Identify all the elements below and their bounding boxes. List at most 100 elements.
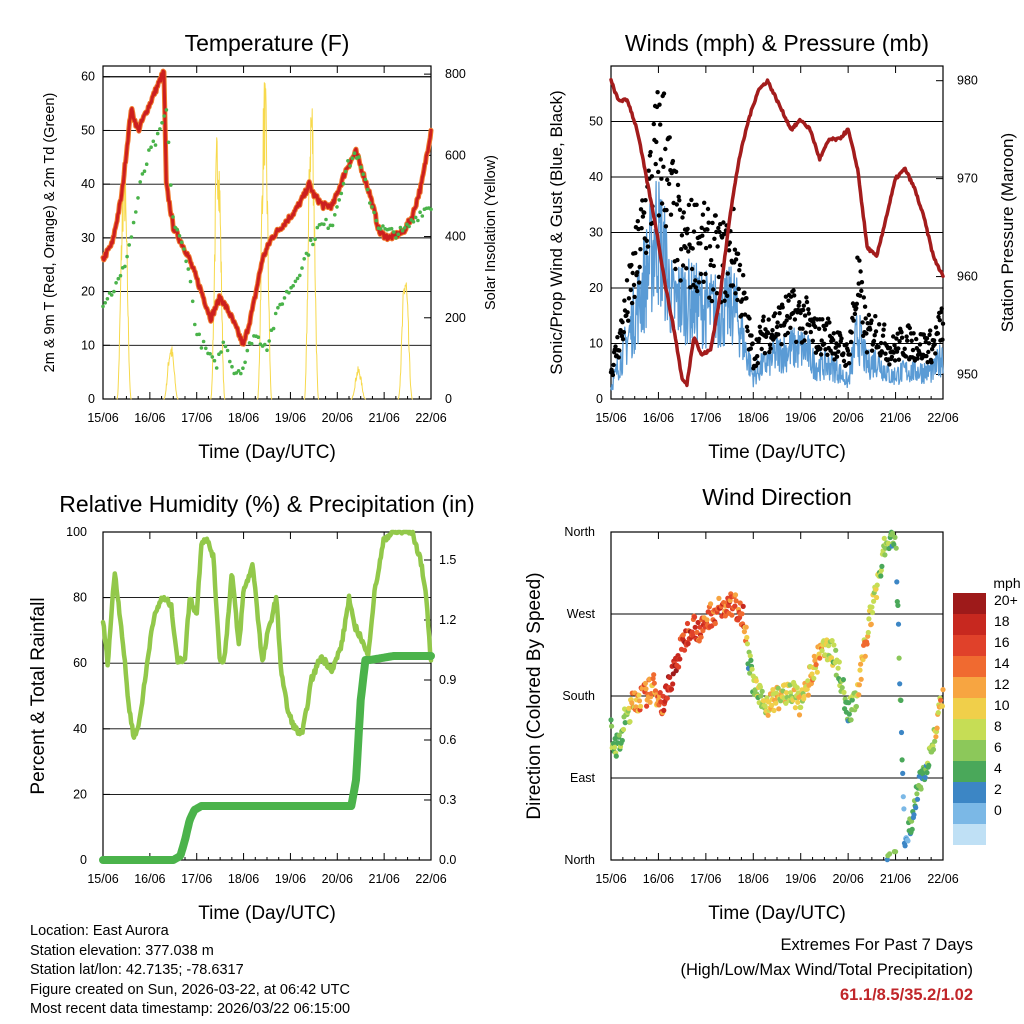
wind-direction-point bbox=[899, 757, 905, 763]
extremes-title: Extremes For Past 7 Days bbox=[780, 936, 973, 954]
wind-gust-point bbox=[717, 229, 722, 235]
wind-gust-point bbox=[894, 336, 899, 341]
wind-gust-point bbox=[686, 202, 692, 208]
wind-direction-point bbox=[783, 690, 790, 696]
wind-gust-point bbox=[887, 362, 892, 367]
wind-direction-point bbox=[749, 666, 755, 672]
speed-legend-label: 20+ bbox=[994, 592, 1018, 608]
wind-gust-point bbox=[643, 198, 648, 203]
wind-gust-point bbox=[733, 291, 738, 296]
wind-direction-point bbox=[856, 682, 863, 688]
wind-gust-point bbox=[711, 287, 716, 292]
wind-gust-point bbox=[784, 318, 789, 323]
wind-gust-point bbox=[722, 298, 727, 303]
rh-y2tick-label: 0.0 bbox=[439, 853, 456, 867]
wind-gust-point bbox=[818, 352, 824, 357]
wind-gust-point bbox=[786, 298, 791, 303]
temp-ytick-label: 60 bbox=[81, 70, 95, 84]
extremes-values: 61.1/8.5/35.2/1.02 bbox=[839, 986, 973, 1004]
dewpoint-point bbox=[112, 289, 116, 294]
speed-legend-swatch bbox=[953, 698, 986, 719]
wind-gust-point bbox=[765, 330, 771, 336]
speed-legend-swatch bbox=[953, 761, 986, 782]
wind-direction-point bbox=[914, 796, 921, 802]
rh-xtick-label: 17/06 bbox=[181, 872, 212, 886]
wind-gust-point bbox=[733, 257, 739, 262]
speed-legend-label: 16 bbox=[994, 634, 1010, 650]
wind-gust-point bbox=[808, 329, 813, 335]
wind-gust-point bbox=[661, 91, 667, 96]
wind-direction-point bbox=[801, 693, 807, 699]
wind-gust-point bbox=[703, 271, 708, 277]
wind-direction-point bbox=[778, 698, 784, 704]
wind-gust-point bbox=[670, 158, 676, 164]
dewpoint-point bbox=[293, 279, 298, 284]
dewpoint-point bbox=[381, 224, 385, 228]
wind-direction-point bbox=[932, 738, 938, 744]
wind-gust-point bbox=[804, 295, 809, 300]
wind-gust-point bbox=[616, 355, 621, 360]
wind-gust-point bbox=[769, 332, 775, 337]
wind-direction-point bbox=[796, 712, 803, 718]
wind-gust-point bbox=[767, 349, 772, 355]
dewpoint-point bbox=[230, 364, 234, 369]
wind-gust-point bbox=[825, 316, 831, 321]
wind-gust-point bbox=[711, 263, 716, 269]
dewpoint-point bbox=[164, 108, 169, 112]
dewpoint-point bbox=[147, 148, 151, 152]
dewpoint-point bbox=[228, 359, 232, 364]
winds-y2tick-label: 970 bbox=[957, 172, 978, 186]
speed-legend-swatch bbox=[953, 824, 986, 845]
wind-gust-point bbox=[644, 238, 649, 243]
dewpoint-point bbox=[411, 220, 416, 224]
winds-xtick-label: 15/06 bbox=[595, 411, 626, 425]
dewpoint-point bbox=[287, 290, 291, 295]
wind-gust-point bbox=[899, 335, 905, 340]
wind-gust-point bbox=[705, 227, 710, 232]
wind-gust-point bbox=[630, 270, 635, 276]
dewpoint-point bbox=[171, 215, 175, 219]
wind-gust-point bbox=[790, 310, 796, 316]
wind-gust-point bbox=[620, 337, 626, 342]
wind-gust-point bbox=[677, 207, 683, 212]
dewpoint-point bbox=[311, 242, 315, 247]
wind-gust-point bbox=[741, 273, 746, 278]
winds-xtick-label: 20/06 bbox=[833, 411, 864, 425]
wind-gust-point bbox=[663, 146, 668, 152]
wind-direction-point bbox=[758, 693, 764, 699]
wind-gust-point bbox=[844, 342, 849, 347]
wind-gust-point bbox=[700, 212, 706, 217]
wind-gust-point bbox=[820, 317, 825, 322]
dewpoint-point bbox=[219, 350, 223, 354]
speed-legend-swatch bbox=[953, 635, 986, 656]
wind-gust-point bbox=[681, 210, 686, 215]
wind-gust-point bbox=[876, 344, 881, 350]
wind-gust-point bbox=[656, 213, 662, 218]
wind-direction-point bbox=[700, 628, 706, 634]
wind-direction-point bbox=[869, 609, 876, 616]
wind-gust-point bbox=[859, 280, 865, 285]
location-text: Location: East Aurora bbox=[30, 923, 169, 939]
dewpoint-point bbox=[190, 299, 195, 304]
wind-gust-point bbox=[735, 251, 741, 256]
dewpoint-point bbox=[256, 335, 261, 340]
station-info: Location: East Aurora Station elevation:… bbox=[30, 922, 350, 1020]
dir-ytick-label: East bbox=[570, 771, 596, 785]
wind-gust-point bbox=[698, 271, 704, 277]
wind-gust-point bbox=[709, 298, 715, 304]
wind-gust-point bbox=[905, 338, 910, 343]
wind-direction-point bbox=[773, 700, 779, 706]
wind-direction-point bbox=[708, 601, 714, 607]
wind-speed-line bbox=[610, 180, 944, 391]
wind-gust-point bbox=[635, 219, 640, 224]
wind-direction-point bbox=[935, 710, 941, 716]
wind-gust-point bbox=[940, 337, 945, 342]
wind-direction-point bbox=[816, 651, 822, 657]
winds-xtick-label: 17/06 bbox=[690, 411, 721, 425]
wind-gust-point bbox=[725, 293, 730, 298]
wind-gust-point bbox=[792, 317, 798, 322]
wind-gust-point bbox=[776, 332, 781, 337]
dir-xtick-label: 18/06 bbox=[738, 872, 769, 886]
temp-ytick-label: 40 bbox=[81, 177, 95, 191]
wind-gust-point bbox=[872, 333, 877, 338]
